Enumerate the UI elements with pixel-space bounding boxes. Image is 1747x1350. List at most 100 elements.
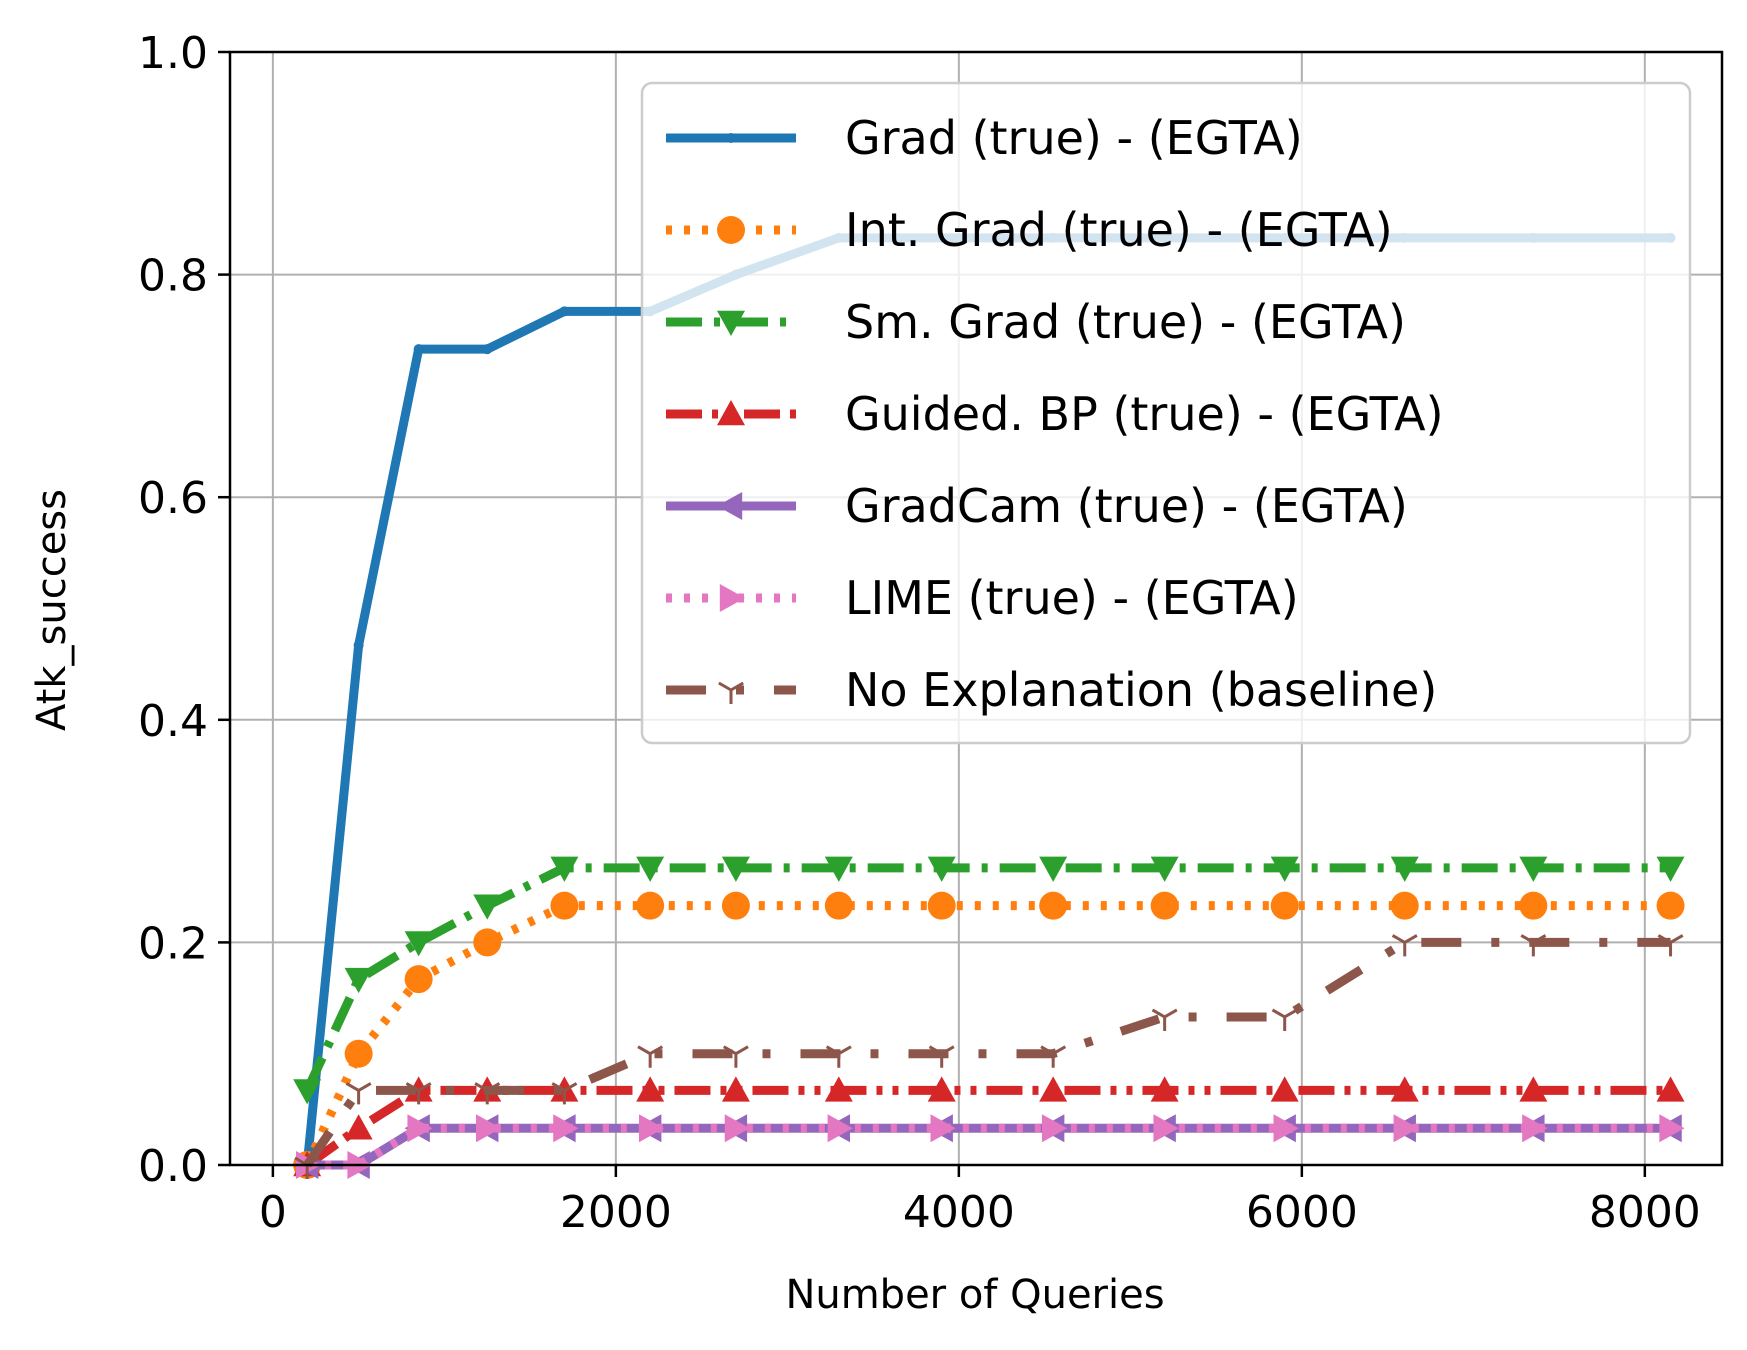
circle-marker [550,891,579,920]
tri-down-marker [405,1082,432,1105]
x-tick-label: 2000 [560,1187,672,1238]
triangle-down-marker [1150,856,1179,882]
circle-marker [1270,891,1299,920]
y-tick-label: 1.0 [138,28,208,79]
triangle-up-marker [344,1114,373,1140]
tri-down-marker [718,681,744,704]
point-marker [353,640,364,651]
tri-down-marker [637,1045,664,1068]
tri-down-marker [825,1045,852,1068]
tri-down-marker [1151,1008,1178,1031]
tri-down-marker [1391,934,1418,957]
triangle-right-marker [1393,1114,1419,1143]
triangle-up-marker [1150,1076,1179,1102]
triangle-down-marker [721,856,750,882]
triangle-right-marker [1659,1114,1685,1143]
legend-label: Int. Grad (true) - (EGTA) [845,203,1393,257]
legend-entry-4: GradCam (true) - (EGTA) [666,479,1408,533]
triangle-down-marker [927,856,956,882]
y-tick-label: 0.4 [138,696,208,747]
legend-box [640,81,1692,745]
triangle-right-marker [1273,1114,1299,1143]
circle-marker [1656,891,1685,920]
tri-down-marker [1657,934,1684,957]
legend-entry-2: Sm. Grad (true) - (EGTA) [666,295,1406,349]
triangle-up-marker [1039,1076,1068,1102]
triangle-up-marker [1390,1076,1419,1102]
circle-marker [1039,891,1068,920]
y-tick-label: 0.0 [138,1141,208,1192]
triangle-up-marker [824,1076,853,1102]
plot-area [293,232,1685,1179]
circle-marker [824,891,853,920]
legend-entry-5: LIME (true) - (EGTA) [666,571,1299,625]
legend: Grad (true) - (EGTA) Int. Grad (true) - (… [640,81,1692,745]
triangle-down-marker [344,967,373,994]
tri-down-marker [928,1045,955,1068]
circle-marker [344,1039,373,1068]
triangle-up-marker [1270,1076,1299,1102]
triangle-right-marker [553,1114,579,1143]
legend-label: No Explanation (baseline) [845,663,1437,717]
triangle-down-marker [1270,856,1299,882]
series-line [307,1123,1671,1170]
series-6 [294,934,1684,1179]
x-tick-label: 4000 [903,1187,1015,1238]
axes-frame [228,50,1724,1167]
legend-entry-6: No Explanation (baseline) [666,663,1437,717]
series-3 [293,1076,1685,1177]
axes: 0 2000 4000 6000 8000 0.0 0.2 0.4 0.6 0.8 1.0 [138,28,1724,1238]
triangle-up-marker [721,1076,750,1102]
circle-marker [404,965,433,994]
triangle-down-marker [717,310,745,336]
series-4 [293,1114,1682,1179]
triangle-right-marker [638,1114,665,1143]
series-line [303,863,1671,1093]
triangle-right-marker [407,1114,433,1143]
series-1 [293,891,1685,1179]
circle-marker [721,891,750,920]
triangle-right-marker [827,1114,853,1143]
circle-marker [636,891,665,920]
tri-down-marker [722,1045,749,1068]
x-tick-label: 6000 [1246,1187,1358,1238]
y-axis-label: Atk_success [29,489,75,731]
point-marker [413,344,424,355]
y-tick-label: 0.6 [138,473,208,524]
triangle-up-marker [1656,1076,1685,1102]
x-tick-label: 0 [259,1187,287,1238]
y-tick-label: 0.8 [138,251,208,302]
point-marker [559,306,570,317]
triangle-up-marker [636,1076,665,1102]
tri-down-marker [474,1082,501,1105]
triangle-down-marker [1656,856,1685,882]
circle-marker [927,891,956,920]
legend-entry-0: Grad (true) - (EGTA) [666,111,1303,165]
triangle-right-marker [476,1114,502,1143]
triangle-down-marker [404,931,433,957]
triangle-down-marker [1519,856,1548,882]
tri-down-marker [1520,934,1547,957]
triangle-right-marker [930,1114,956,1143]
triangle-right-marker [1153,1114,1179,1143]
legend-label: Grad (true) - (EGTA) [845,111,1303,165]
circle-marker [1150,891,1179,920]
legend-label: LIME (true) - (EGTA) [845,571,1299,625]
triangle-right-marker [719,584,745,612]
y-tick-label: 0.2 [138,918,208,969]
x-tick-label: 8000 [1589,1187,1701,1238]
legend-label: GradCam (true) - (EGTA) [845,479,1408,533]
legend-entry-1: Int. Grad (true) - (EGTA) [666,203,1393,257]
triangle-down-marker [636,856,665,882]
triangle-right-marker [1522,1114,1548,1143]
triangle-right-marker [1041,1114,1068,1143]
tri-down-marker [345,1082,372,1105]
legend-entry-3: Guided. BP (true) - (EGTA) [666,387,1444,441]
tri-down-marker [551,1082,578,1105]
legend-label: Sm. Grad (true) - (EGTA) [845,295,1406,349]
series-line [307,1123,1671,1170]
point-marker [726,133,736,143]
point-marker [482,344,493,355]
triangle-down-marker [824,856,853,882]
